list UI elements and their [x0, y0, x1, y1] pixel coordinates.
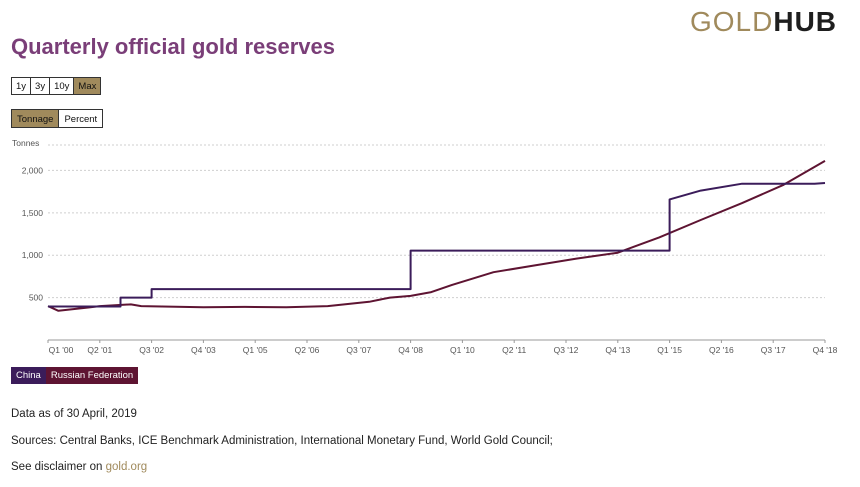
series-line-russia: [47, 160, 826, 312]
x-tick-label: Q2 '11: [502, 345, 526, 355]
legend-item-china[interactable]: China: [11, 367, 46, 384]
x-tick-label: Q4 '03: [191, 345, 216, 355]
range-1y-button[interactable]: 1y: [11, 77, 32, 95]
percent-button[interactable]: Percent: [58, 109, 104, 128]
tonnage-button[interactable]: Tonnage: [11, 109, 60, 128]
chart-legend: China Russian Federation: [11, 367, 139, 384]
x-tick-label: Q3 '07: [346, 345, 371, 355]
x-tick-label: Q1 '10: [450, 345, 475, 355]
x-tick-label: Q4 '18: [813, 345, 838, 355]
y-axis-title: Tonnes: [12, 138, 39, 148]
range-max-button[interactable]: Max: [73, 77, 102, 95]
gold-org-link[interactable]: gold.org: [105, 461, 148, 473]
x-tick-label: Q2 '01: [87, 345, 112, 355]
x-tick-label: Q3 '02: [139, 345, 164, 355]
x-tick-label: Q3 '17: [761, 345, 786, 355]
range-3y-button[interactable]: 3y: [30, 77, 51, 95]
x-tick-label: Q4 '13: [605, 345, 630, 355]
disclaimer-note: See disclaimer on gold.org: [11, 461, 147, 473]
unit-selector: Tonnage Percent: [11, 109, 104, 128]
x-tick-label: Q1 '05: [243, 345, 268, 355]
sources-note: Sources: Central Banks, ICE Benchmark Ad…: [11, 435, 553, 447]
data-as-of-note: Data as of 30 April, 2019: [11, 408, 137, 420]
page-title: Quarterly official gold reserves: [11, 34, 336, 59]
legend-item-russia[interactable]: Russian Federation: [45, 367, 139, 384]
grid-layer: [48, 144, 825, 299]
x-tick-label: Q2 '06: [295, 345, 320, 355]
series-layer: [47, 160, 826, 312]
x-tick-label: Q1 '15: [657, 345, 682, 355]
logo-gold-text: GOLD: [690, 6, 774, 37]
x-tick-label: Q4 '08: [398, 345, 423, 355]
gold-reserves-chart: Tonnes 500 1,000 1,500 2,000 Q1 '00 Q2 '01 Q3 '…: [12, 138, 838, 355]
disclaimer-text: See disclaimer on: [11, 461, 106, 473]
series-line-china: [48, 182, 826, 308]
axis-layer: Tonnes 500 1,000 1,500 2,000 Q1 '00 Q2 '01 Q3 '…: [12, 138, 838, 355]
x-tick-label: Q1 '00: [49, 345, 74, 355]
range-10y-button[interactable]: 10y: [49, 77, 75, 95]
goldhub-logo: GOLDHUB: [690, 6, 837, 38]
y-tick-label: 2,000: [22, 165, 44, 175]
y-tick-label: 500: [29, 293, 43, 303]
x-tick-label: Q2 '16: [709, 345, 734, 355]
y-tick-label: 1,000: [22, 250, 44, 260]
logo-hub-text: HUB: [773, 6, 838, 37]
x-tick-label: Q3 '12: [554, 345, 579, 355]
y-tick-label: 1,500: [22, 208, 44, 218]
time-range-selector: 1y 3y 10y Max: [11, 77, 102, 95]
